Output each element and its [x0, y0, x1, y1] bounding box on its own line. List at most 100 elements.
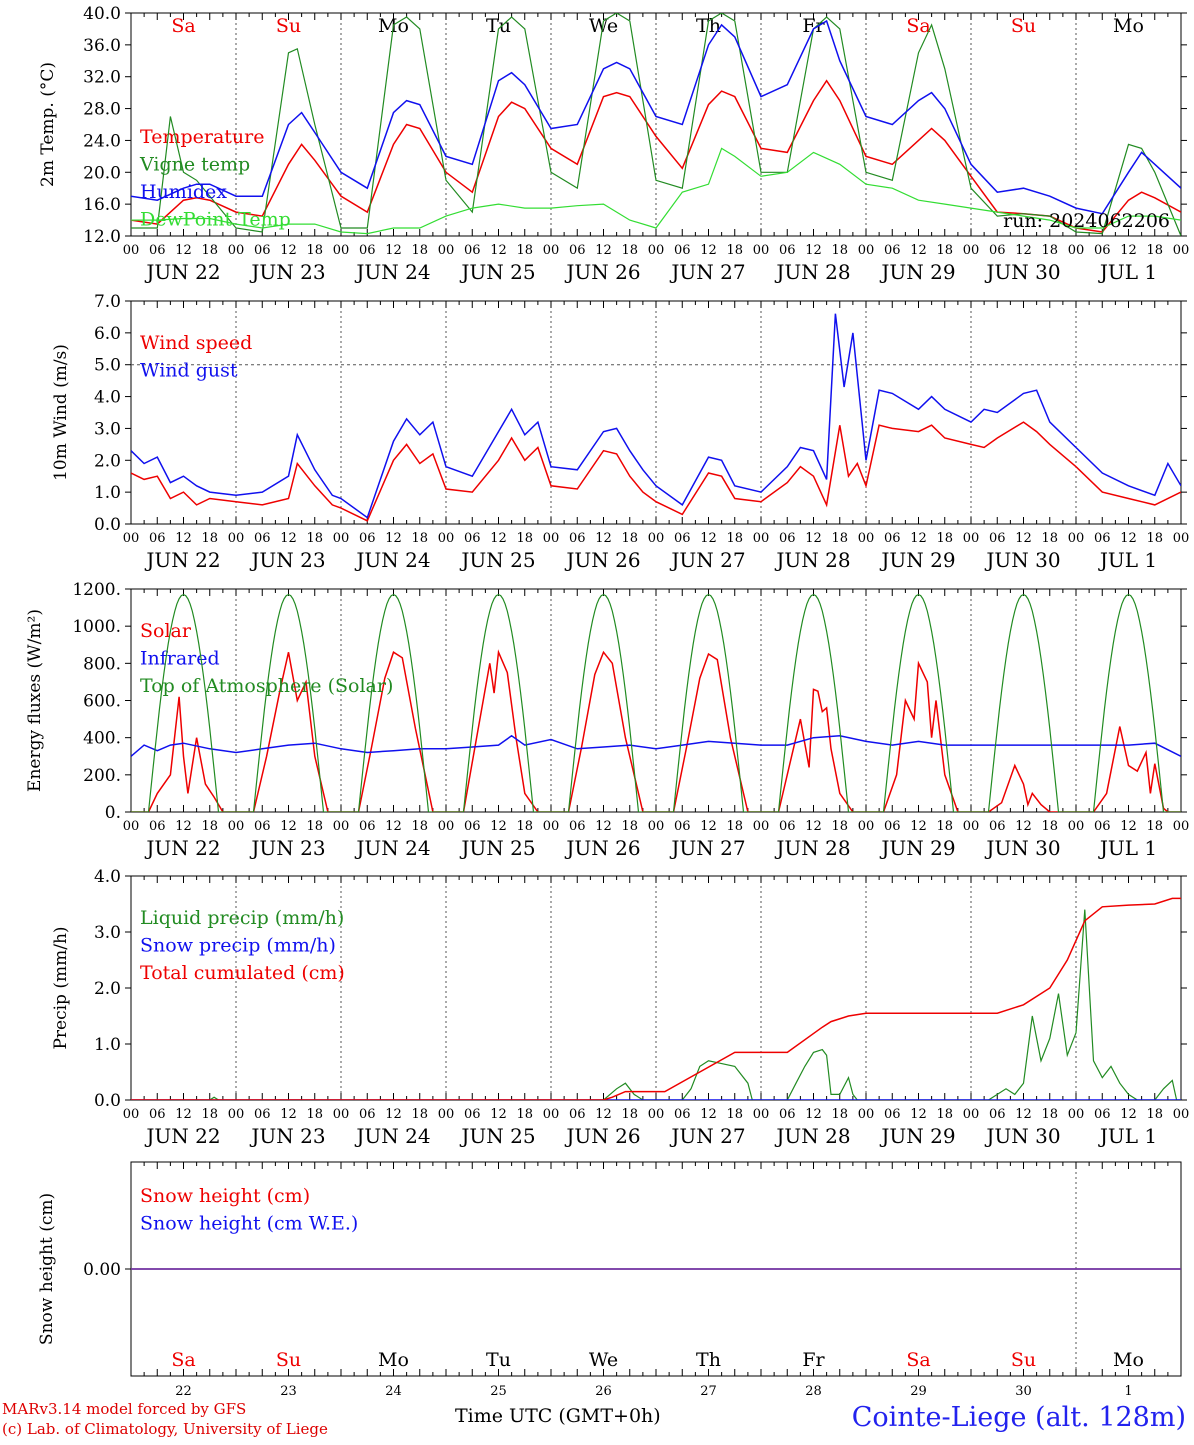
y-tick-label: 20.0 — [83, 163, 121, 183]
hour-tick-label: 00 — [858, 531, 875, 546]
date-label: JUN 28 — [774, 548, 850, 572]
date-label: JUN 27 — [669, 836, 745, 860]
hour-tick-label: 00 — [753, 531, 770, 546]
series-line — [131, 19, 1181, 215]
y-tick-label: 200. — [83, 766, 121, 786]
date-label: JUN 23 — [249, 836, 325, 860]
hour-tick-label: 18 — [201, 243, 218, 258]
hour-tick-label: 18 — [1146, 819, 1163, 834]
y-tick-label: 1000. — [72, 617, 121, 637]
day-name-label: Sa — [906, 15, 930, 37]
hour-tick-label: 00 — [753, 243, 770, 258]
y-tick-label: 6.0 — [94, 324, 121, 344]
hour-tick-label: 06 — [569, 819, 586, 834]
hour-tick-label: 12 — [280, 819, 297, 834]
hour-tick-label: 00 — [438, 531, 455, 546]
date-label: JUN 22 — [144, 260, 220, 284]
hour-tick-label: 00 — [228, 243, 245, 258]
date-label: JUN 26 — [564, 1124, 640, 1148]
day-name-label: Su — [276, 1349, 301, 1371]
y-tick-label: 2.0 — [94, 979, 121, 999]
hour-tick-label: 06 — [989, 1107, 1006, 1122]
y-tick-label: 0.0 — [94, 515, 121, 535]
series-line — [131, 649, 1181, 812]
day-name-label: Tu — [486, 1349, 511, 1371]
hour-tick-label: 18 — [411, 1107, 428, 1122]
hour-tick-label: 18 — [411, 819, 428, 834]
day-number-label: 27 — [700, 1384, 717, 1399]
lab-credit: (c) Lab. of Climatology, University of L… — [2, 1420, 328, 1438]
date-label: JUN 23 — [249, 260, 325, 284]
station-name: Cointe-Liege (alt. 128m) — [851, 1402, 1186, 1433]
day-name-label: Mo — [378, 1349, 409, 1371]
hour-tick-label: 06 — [779, 1107, 796, 1122]
hour-tick-label: 12 — [280, 1107, 297, 1122]
hour-tick-label: 12 — [700, 243, 717, 258]
y-tick-label: 16.0 — [83, 195, 121, 215]
hour-tick-label: 12 — [805, 819, 822, 834]
hour-tick-label: 00 — [858, 819, 875, 834]
y-axis-title: Snow height (cm) — [37, 1193, 57, 1345]
date-label: JUN 23 — [249, 1124, 325, 1148]
hour-tick-label: 06 — [779, 243, 796, 258]
series-line — [131, 13, 1181, 236]
hour-tick-label: 12 — [175, 819, 192, 834]
series-line — [131, 734, 1181, 757]
hour-tick-label: 00 — [228, 819, 245, 834]
hour-tick-label: 06 — [254, 531, 271, 546]
day-name-label: Tu — [486, 15, 511, 37]
hour-tick-label: 18 — [1041, 819, 1058, 834]
hour-tick-label: 06 — [464, 531, 481, 546]
hour-tick-label: 12 — [595, 243, 612, 258]
hour-tick-label: 06 — [569, 531, 586, 546]
date-label: JUN 29 — [879, 836, 955, 860]
model-credit: MARv3.14 model forced by GFS — [2, 1400, 247, 1418]
date-label: JUN 26 — [564, 836, 640, 860]
y-axis-title: 10m Wind (m/s) — [51, 344, 71, 481]
y-tick-label: 24.0 — [83, 131, 121, 151]
hour-tick-label: 06 — [1094, 531, 1111, 546]
hour-tick-label: 00 — [438, 243, 455, 258]
hour-tick-label: 18 — [1146, 531, 1163, 546]
y-axis-title: Precip (mm/h) — [51, 926, 71, 1049]
legend-entry: Infrared — [140, 648, 220, 670]
y-tick-label: 0.0 — [94, 1091, 121, 1111]
hour-tick-label: 06 — [464, 1107, 481, 1122]
legend-entry: Solar — [140, 620, 192, 642]
hour-tick-label: 18 — [831, 531, 848, 546]
day-name-label: Sa — [171, 15, 195, 37]
date-label: JUN 28 — [774, 260, 850, 284]
hour-tick-label: 06 — [254, 819, 271, 834]
hour-tick-label: 00 — [123, 243, 140, 258]
hour-tick-label: 00 — [963, 531, 980, 546]
hour-tick-label: 12 — [385, 819, 402, 834]
hour-tick-label: 00 — [543, 531, 560, 546]
hour-tick-label: 12 — [490, 531, 507, 546]
day-name-label: Fr — [802, 1349, 825, 1371]
date-label: JUN 24 — [354, 836, 430, 860]
hour-tick-label: 12 — [910, 531, 927, 546]
y-tick-label: 40.0 — [83, 4, 121, 24]
y-tick-label: 28.0 — [83, 100, 121, 120]
legend-entry: Top of Atmosphere (Solar) — [140, 675, 393, 697]
hour-tick-label: 06 — [674, 531, 691, 546]
hour-tick-label: 12 — [490, 1107, 507, 1122]
date-label: JUN 27 — [669, 260, 745, 284]
day-name-label: Th — [696, 15, 721, 37]
hour-tick-label: 12 — [175, 531, 192, 546]
date-label: JUN 28 — [774, 836, 850, 860]
date-label: JUN 24 — [354, 548, 430, 572]
date-label: JUN 29 — [879, 548, 955, 572]
hour-tick-label: 12 — [595, 1107, 612, 1122]
hour-tick-label: 00 — [543, 1107, 560, 1122]
hour-tick-label: 18 — [936, 243, 953, 258]
hour-tick-label: 00 — [333, 819, 350, 834]
y-tick-label: 36.0 — [83, 36, 121, 56]
y-tick-label: 0. — [105, 803, 121, 823]
y-tick-label: 1200. — [72, 580, 121, 600]
hour-tick-label: 00 — [1173, 243, 1190, 258]
hour-tick-label: 06 — [674, 819, 691, 834]
series-line — [131, 79, 1181, 233]
